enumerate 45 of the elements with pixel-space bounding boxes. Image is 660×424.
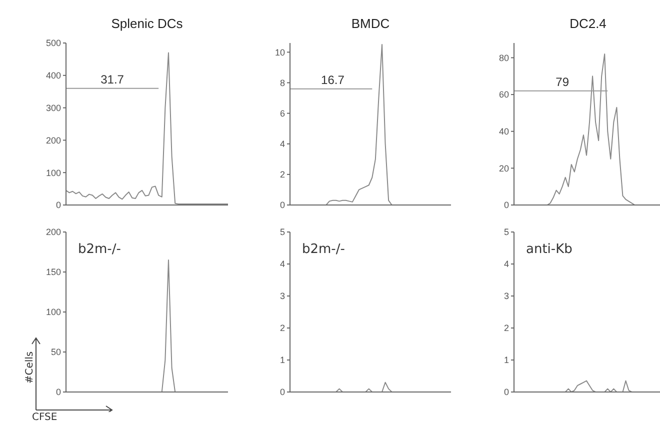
y-tick-label: 50 [50, 347, 61, 358]
y-tick-label: 500 [46, 38, 61, 48]
y-tick-label: 6 [280, 108, 285, 118]
y-tick-label: 1 [504, 355, 509, 366]
y-tick-label: 400 [46, 70, 61, 81]
y-tick-label: 0 [504, 387, 509, 398]
y-axis-title: #Cells [24, 351, 36, 384]
y-tick-label: 2 [280, 323, 285, 334]
annotation: anti-Kb [526, 242, 572, 257]
y-tick-label: 3 [280, 291, 285, 302]
y-tick-label: 0 [280, 387, 285, 398]
y-tick-label: 4 [280, 259, 285, 270]
y-tick-label: 5 [504, 227, 509, 238]
y-tick-label: 150 [46, 267, 61, 278]
y-tick-label: 0 [280, 200, 285, 210]
y-tick-label: 80 [498, 52, 509, 63]
y-tick-label: 10 [274, 47, 285, 58]
chart-title: DC2.4 [568, 16, 608, 31]
annotation: 31.7 [100, 72, 124, 86]
y-tick-label: 4 [280, 139, 285, 150]
y-tick-label: 60 [498, 90, 509, 100]
y-tick-label: 200 [46, 227, 61, 238]
y-tick-label: 3 [504, 291, 509, 302]
y-tick-label: 0 [56, 200, 61, 210]
y-tick-label: 4 [504, 259, 509, 270]
y-tick-label: 100 [46, 168, 61, 178]
y-tick-label: 1 [280, 355, 285, 366]
y-tick-label: 200 [46, 135, 61, 146]
y-tick-label: 8 [280, 78, 285, 88]
y-tick-label: 2 [504, 323, 509, 334]
y-tick-label: 40 [498, 126, 509, 137]
y-tick-label: 0 [56, 387, 61, 398]
chart-title: BMDC [350, 16, 391, 31]
y-tick-label: 0 [504, 200, 509, 210]
y-tick-label: 100 [46, 307, 61, 318]
annotation: 16.7 [321, 72, 345, 87]
annotation: 79 [556, 74, 570, 89]
y-tick-label: 5 [280, 227, 285, 238]
y-tick-label: 20 [498, 163, 509, 174]
annotation: b2m-/- [78, 242, 121, 257]
y-tick-label: 300 [46, 102, 61, 113]
y-tick-label: 2 [280, 170, 285, 180]
x-axis-title: CFSE [32, 412, 58, 423]
chart-title: Splenic DCs [110, 16, 184, 31]
annotation: b2m-/- [302, 242, 345, 257]
